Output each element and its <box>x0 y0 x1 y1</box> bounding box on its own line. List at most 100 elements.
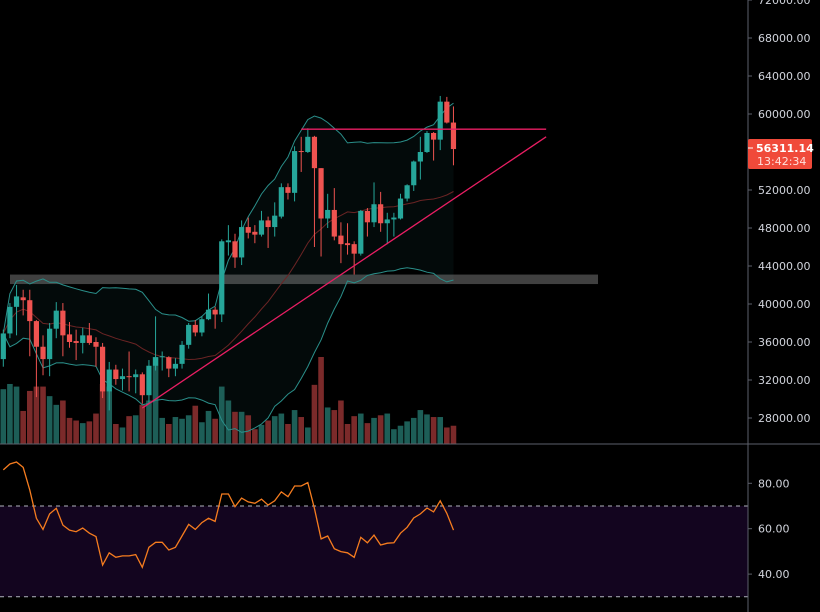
volume-bar <box>404 421 410 444</box>
volume-bar <box>291 410 298 444</box>
candle-body <box>278 187 284 217</box>
volume-bar <box>265 420 271 444</box>
candle <box>318 168 324 257</box>
volume-bar <box>338 400 344 444</box>
volume-bar <box>93 413 99 444</box>
candle <box>252 225 258 244</box>
candle-body <box>0 333 6 360</box>
candle-body <box>192 324 198 333</box>
candle-body <box>311 136 318 169</box>
candle <box>305 128 311 153</box>
volume-bar <box>212 418 218 444</box>
candle <box>73 329 79 361</box>
candle <box>384 212 390 245</box>
price-tick-label: 44000.00 <box>758 260 811 273</box>
candle <box>278 183 284 219</box>
volume-bar <box>364 423 371 444</box>
candle-body <box>13 296 20 307</box>
rsi-pane[interactable] <box>0 461 748 598</box>
candle <box>179 341 185 369</box>
volume-bar <box>172 417 179 444</box>
candle-body <box>450 122 457 150</box>
volume-bar <box>113 423 119 444</box>
volume-bar <box>0 389 7 444</box>
candle-body <box>285 187 291 193</box>
candle <box>364 208 370 237</box>
price-tick-label: 68000.00 <box>758 32 811 45</box>
candle <box>192 320 198 337</box>
volume-bar <box>324 407 331 444</box>
candle <box>139 372 145 404</box>
candle <box>378 191 384 232</box>
price-pane[interactable] <box>0 95 599 444</box>
volume-bar <box>26 390 33 444</box>
candle-body <box>126 376 132 378</box>
candle-body <box>437 101 443 140</box>
volume-bar <box>357 413 364 444</box>
candle-body <box>378 204 384 224</box>
price-tick-label: 40000.00 <box>758 298 811 311</box>
candle <box>358 209 364 256</box>
candle <box>444 96 450 124</box>
candle-body <box>232 241 238 258</box>
candle-body <box>199 319 205 333</box>
candle <box>80 327 86 354</box>
candle <box>331 188 337 241</box>
candle-body <box>318 168 324 219</box>
volume-bar <box>225 400 232 444</box>
last-price-badge <box>748 139 812 169</box>
candle <box>53 302 59 339</box>
volume-bar <box>271 416 278 444</box>
candle <box>272 202 278 237</box>
candle <box>7 303 13 339</box>
volume-bar <box>218 386 225 444</box>
candle-body <box>252 231 258 235</box>
candle-body <box>245 227 251 233</box>
candle-body <box>272 215 278 228</box>
candle-body <box>265 220 271 228</box>
support-zone <box>10 274 598 285</box>
volume-bar <box>344 423 351 444</box>
candle-body <box>384 219 390 224</box>
volume-bar <box>245 415 252 444</box>
price-tick-label: 48000.00 <box>758 222 811 235</box>
candle-body <box>298 151 304 153</box>
candle-body <box>113 369 119 380</box>
rsi-tick-label: 60.00 <box>758 523 790 536</box>
volume-bar <box>40 386 46 444</box>
candle-body <box>80 335 86 343</box>
volume-bar <box>377 415 384 444</box>
candle <box>219 239 225 323</box>
candle-body <box>225 240 231 243</box>
volume-bar <box>53 404 60 444</box>
candle <box>159 351 165 371</box>
candle <box>146 360 152 404</box>
volume-bar <box>7 383 13 444</box>
candle-body <box>73 341 79 343</box>
candle-body <box>391 217 397 220</box>
candle <box>152 316 159 371</box>
rsi-tick-label: 80.00 <box>758 477 790 490</box>
volume-bar <box>33 386 40 444</box>
candle <box>119 368 126 391</box>
candle-body <box>371 204 377 223</box>
candle-body <box>60 310 66 336</box>
candle-body <box>291 151 298 193</box>
candle-body <box>444 101 450 123</box>
volume-bar <box>13 386 20 444</box>
candle <box>60 303 66 357</box>
volume-bar <box>179 418 185 444</box>
volume-bar <box>86 421 93 444</box>
candle <box>232 233 238 268</box>
candle <box>411 160 417 191</box>
volume-bar <box>417 410 424 444</box>
candle <box>431 132 437 161</box>
volume-bar <box>146 400 152 444</box>
volume-bar <box>185 415 192 444</box>
volume-bar <box>60 400 66 444</box>
candle-body <box>100 346 106 392</box>
bar-countdown: 13:42:34 <box>757 155 806 168</box>
candle-body <box>424 133 430 152</box>
